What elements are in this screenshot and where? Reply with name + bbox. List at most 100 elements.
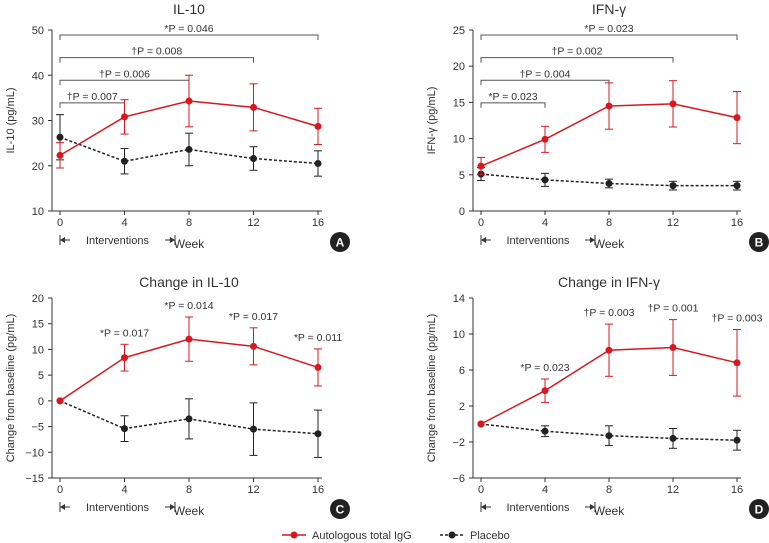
data-point-igg [250,103,257,111]
y-tick-label: 5 [459,170,465,182]
x-tick-label: 0 [478,217,484,229]
x-tick-label: 12 [247,484,259,496]
panel-badge [330,499,350,519]
data-point-igg [477,420,485,428]
interventions-arrow-left [481,504,486,510]
x-axis-label: Week [594,237,625,251]
y-tick-label: −2 [452,437,465,449]
data-point-placebo [250,425,257,433]
data-point-placebo [733,182,741,190]
data-point-igg [541,387,549,395]
significance-label: *P = 0.046 [164,23,213,35]
data-point-igg [669,100,677,108]
significance-label: *P = 0.017 [100,327,149,339]
x-tick-label: 8 [606,217,612,229]
legend-igg-label: Autologous total IgG [312,530,412,542]
data-point-placebo [541,427,549,435]
significance-label: †P = 0.004 [520,68,571,80]
data-point-placebo [121,425,128,433]
interventions-label: Interventions [86,235,149,247]
x-tick-label: 12 [667,217,679,229]
x-tick-label: 4 [542,484,548,496]
data-point-placebo [314,159,322,167]
y-tick-label: 14 [453,293,465,305]
x-tick-label: 16 [312,484,324,496]
data-point-placebo [185,415,193,423]
series-line-placebo [480,423,738,441]
data-point-placebo [121,157,128,165]
significance-label: *P = 0.014 [164,300,213,312]
data-point-igg [733,114,741,122]
data-point-igg [669,344,677,351]
data-point-igg [314,363,322,371]
y-tick-label: 15 [32,319,44,331]
data-point-igg [541,135,549,143]
interventions-arrow-left [60,504,65,510]
panel-badge-letter: D [755,503,764,517]
data-point-placebo [314,430,322,438]
significance-bracket [59,102,125,108]
data-point-igg [733,359,741,367]
y-axis-label: Change from baseline (pg/mL) [426,314,438,463]
significance-bracket [59,79,190,86]
data-point-igg [605,346,613,354]
x-tick-label: 4 [121,484,127,496]
data-point-placebo [250,155,257,163]
interventions-label: Interventions [507,235,570,247]
y-axis-label: Change from baseline (pg/mL) [5,314,17,463]
x-tick-label: 8 [606,484,612,496]
x-axis-label: Week [174,237,205,251]
data-point-placebo [669,182,677,190]
y-axis-label: IL-10 (pg/mL) [5,87,17,153]
panel-badge [749,499,769,519]
y-tick-label: 6 [459,365,465,377]
data-point-igg [121,113,128,121]
significance-label: *P = 0.023 [488,91,537,103]
series-line-placebo [59,136,319,165]
x-tick-label: 0 [57,217,63,229]
interventions-arrow-right [170,504,175,510]
data-point-igg [605,102,613,110]
data-point-placebo [733,436,741,444]
y-tick-label: 0 [38,396,44,408]
data-point-igg [314,122,322,130]
interventions-arrow-left [60,237,65,243]
x-axis-label: Week [174,504,205,518]
data-point-placebo [605,179,613,187]
panel-title: IL-10 [173,1,205,17]
interventions-arrow-left [481,237,486,243]
panel-title: IFN-γ [592,1,626,17]
y-tick-label: 10 [453,134,465,146]
panel-c: Change in IL-10 −15 −10 −5 0 5 10 15 20 0 4 8 12 16 Ch… [5,274,350,519]
panel-badge [330,232,350,252]
y-tick-label: 25 [453,25,465,37]
panel-badge-letter: C [336,503,345,517]
data-point-igg [56,397,64,405]
data-point-igg [477,162,485,170]
data-point-placebo [185,145,193,153]
legend-placebo-label: Placebo [470,530,510,542]
y-axis-label: IFN-γ (pg/mL) [426,87,438,155]
x-axis-label: Week [594,504,625,518]
y-tick-label: 20 [32,293,44,305]
x-tick-label: 12 [247,217,259,229]
data-point-igg [56,151,64,159]
x-tick-label: 4 [121,217,127,229]
significance-bracket [480,34,738,40]
panel-d: Change in IFN-γ −6 −2 2 6 10 14 0 4 8 12 16 Change f… [426,274,769,519]
significance-label: †P = 0.003 [712,313,763,325]
significance-label: †P = 0.008 [131,46,182,58]
panel-title: Change in IL-10 [139,274,239,290]
y-tick-label: 30 [32,116,44,128]
x-tick-label: 8 [186,217,192,229]
panel-a: IL-10 10 20 30 40 50 0 4 8 12 16 IL-10 (pg/mL) Week I… [5,1,350,252]
data-point-igg [185,335,193,343]
significance-label: *P = 0.023 [520,362,569,374]
y-tick-label: 20 [32,161,44,173]
significance-label: †P = 0.006 [99,68,150,80]
series-line-placebo [480,173,737,187]
data-point-placebo [541,176,549,184]
interventions-arrow-right [170,237,175,243]
